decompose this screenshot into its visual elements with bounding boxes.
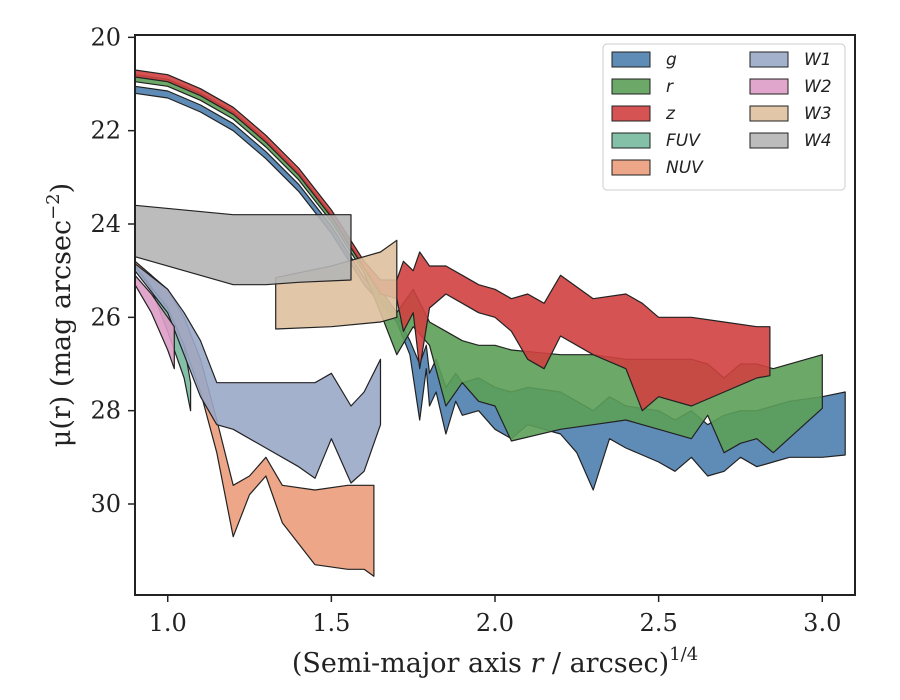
x-axis-ticks: 1.0 1.5 2.0 2.5 3.0 — [149, 595, 841, 637]
legend-label-w2: W2 — [804, 77, 832, 97]
legend-label-fuv: FUV — [666, 131, 701, 151]
legend-label-g: g — [666, 50, 677, 70]
legend-swatch-w4 — [749, 132, 789, 149]
series-area-nuv — [134, 260, 375, 577]
legend-swatch-w3 — [749, 105, 789, 122]
y-tick-label: 26 — [90, 303, 121, 331]
legend: grz FUV NUV W1 W2 W3 W4 — [602, 43, 846, 191]
y-tick-label: 20 — [90, 23, 121, 51]
y-axis-ticks: 20 22 24 26 28 30 — [90, 23, 135, 518]
legend-swatch-w2 — [749, 78, 789, 95]
y-tick-label: 28 — [90, 397, 121, 425]
x-tick-label: 3.0 — [803, 609, 841, 637]
legend-label-z: z — [665, 104, 676, 124]
legend-label-r: r — [666, 77, 674, 97]
x-tick-label: 2.0 — [476, 609, 514, 637]
legend-label-w1: W1 — [804, 50, 832, 70]
series-area-w2 — [134, 274, 175, 370]
legend-label-w3: W3 — [804, 104, 832, 124]
legend-swatch-nuv — [611, 159, 651, 176]
legend-label-nuv: NUV — [666, 158, 704, 178]
legend-label-w4: W4 — [804, 131, 832, 151]
legend-swatch-w1 — [749, 51, 789, 68]
y-axis-title: μ(r) (mag arcsec−2) — [43, 183, 77, 447]
x-axis-title: (Semi-major axis r / arcsec)1/4 — [292, 644, 698, 679]
series-areas — [134, 69, 846, 577]
legend-swatch-g — [611, 51, 651, 68]
legend-swatch-z — [611, 105, 651, 122]
legend-swatch-r — [611, 78, 651, 95]
series-area-w4 — [134, 204, 352, 286]
legend-swatch-fuv — [611, 132, 651, 149]
y-tick-label: 30 — [90, 490, 121, 518]
y-tick-label: 22 — [90, 117, 121, 145]
series-area-w1 — [134, 263, 382, 484]
x-tick-label: 1.0 — [149, 609, 187, 637]
y-tick-label: 24 — [90, 210, 121, 238]
x-tick-label: 2.5 — [640, 609, 678, 637]
x-tick-label: 1.5 — [312, 609, 350, 637]
